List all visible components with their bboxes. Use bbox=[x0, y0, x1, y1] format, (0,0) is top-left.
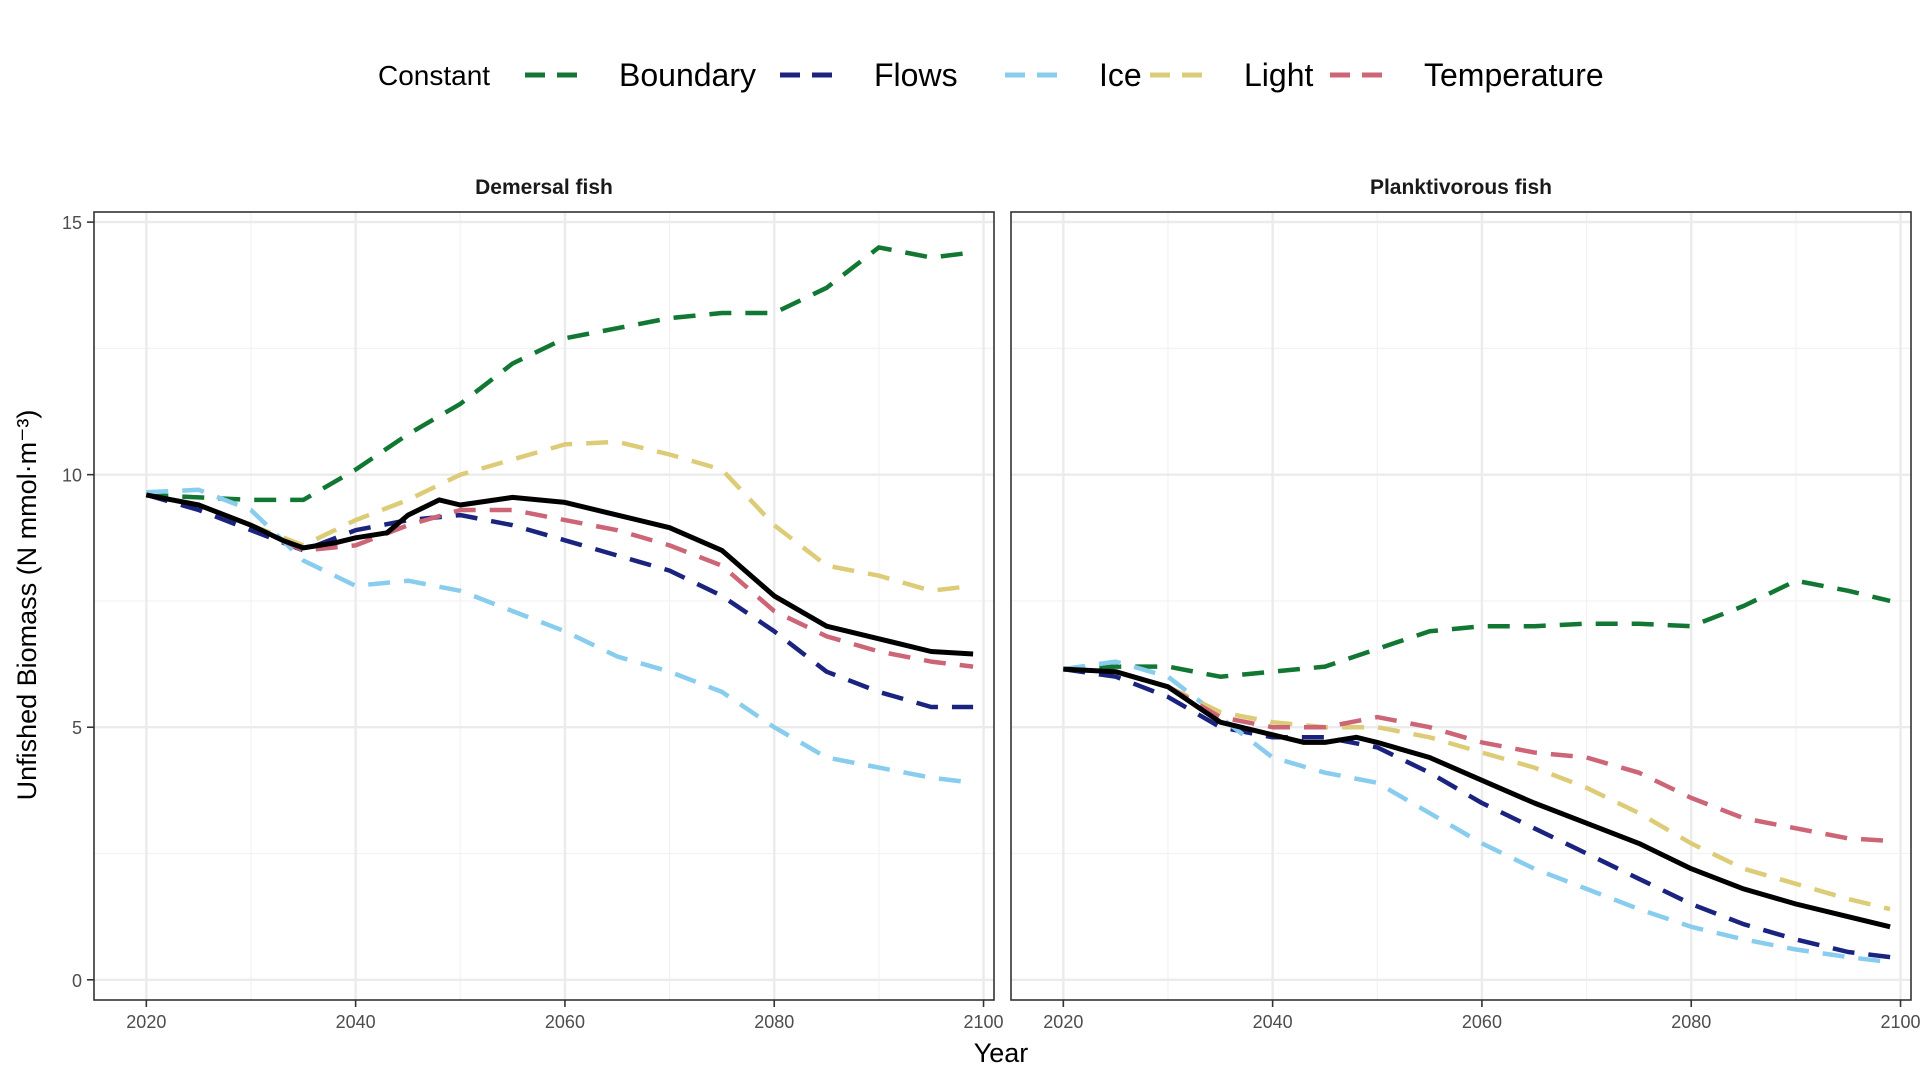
panel-1: Demersal fish 2020 2040 2060 2080 2100 0 5 10 15 bbox=[62, 176, 1004, 1032]
legend-label-boundary: Boundary bbox=[619, 57, 756, 93]
series-line-light bbox=[1063, 666, 1891, 912]
legend-label-ice: Ice bbox=[1099, 57, 1142, 93]
legend-title: Constant bbox=[378, 60, 490, 91]
x-axis-title: Year bbox=[974, 1038, 1029, 1068]
series-line-light bbox=[145, 439, 974, 594]
x-tick-label: 2020 bbox=[1043, 1012, 1083, 1032]
series-line-baseline bbox=[145, 492, 974, 657]
legend-label-light: Light bbox=[1244, 57, 1314, 93]
series-line-baseline bbox=[1063, 666, 1891, 930]
y-tick-label: 15 bbox=[62, 213, 82, 233]
plot-background bbox=[94, 212, 994, 1000]
x-tick-label: 2100 bbox=[964, 1012, 1004, 1032]
x-tick-label: 2040 bbox=[336, 1012, 376, 1032]
series-line-temperature bbox=[1063, 666, 1891, 844]
series-line-flows bbox=[1062, 666, 1891, 960]
legend-label-temperature: Temperature bbox=[1424, 57, 1604, 93]
legend-label-flows: Flows bbox=[874, 57, 958, 93]
y-tick-label: 5 bbox=[72, 718, 82, 738]
plot-background bbox=[1011, 212, 1911, 1000]
x-tick-label: 2060 bbox=[545, 1012, 585, 1032]
panel-border bbox=[93, 211, 995, 1001]
x-tick-label: 2080 bbox=[754, 1012, 794, 1032]
legend: Constant Boundary Flows Ice Light Temperatur… bbox=[378, 57, 1604, 93]
x-tick-label: 2060 bbox=[1462, 1012, 1502, 1032]
x-tick-label: 2080 bbox=[1671, 1012, 1711, 1032]
panel-border bbox=[1010, 211, 1912, 1001]
x-tick-label: 2040 bbox=[1253, 1012, 1293, 1032]
x-tick-label: 2020 bbox=[126, 1012, 166, 1032]
y-axis-title: Unfished Biomass (N mmol·m⁻³) bbox=[12, 410, 42, 801]
panels: Demersal fish 2020 2040 2060 2080 2100 0 5 10 15 P… bbox=[62, 176, 1920, 1032]
panel-2: Planktivorous fish 2020 2040 2060 2080 2100 bbox=[1010, 176, 1920, 1032]
x-tick-label: 2100 bbox=[1881, 1012, 1920, 1032]
panel-title: Planktivorous fish bbox=[1370, 176, 1552, 199]
y-tick-label: 10 bbox=[62, 466, 82, 486]
y-tick-label: 0 bbox=[72, 971, 82, 991]
panel-title: Demersal fish bbox=[475, 176, 613, 199]
series-line-boundary bbox=[146, 245, 974, 503]
